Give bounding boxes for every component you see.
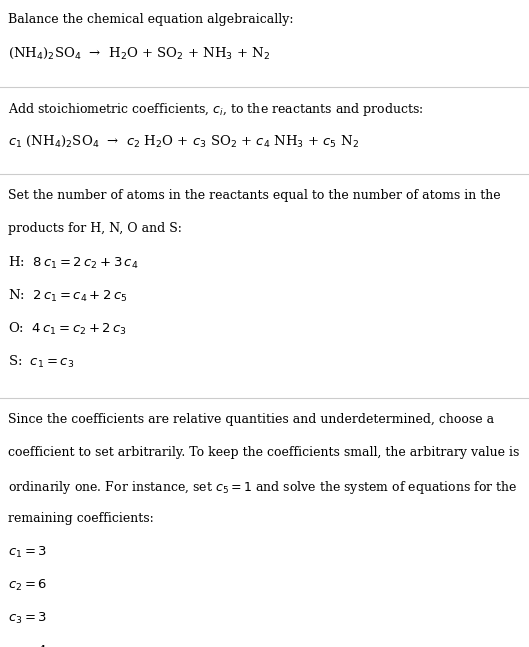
Text: products for H, N, O and S:: products for H, N, O and S:: [8, 222, 182, 235]
Text: Balance the chemical equation algebraically:: Balance the chemical equation algebraica…: [8, 13, 294, 26]
Text: $c_4 = 4$: $c_4 = 4$: [8, 644, 48, 647]
Text: O:  $4\,c_1 = c_2 + 2\,c_3$: O: $4\,c_1 = c_2 + 2\,c_3$: [8, 321, 127, 336]
Text: $c_2 = 6$: $c_2 = 6$: [8, 578, 47, 593]
Text: S:  $c_1 = c_3$: S: $c_1 = c_3$: [8, 354, 74, 369]
Text: Set the number of atoms in the reactants equal to the number of atoms in the: Set the number of atoms in the reactants…: [8, 189, 500, 202]
Text: $c_3 = 3$: $c_3 = 3$: [8, 611, 47, 626]
Text: coefficient to set arbitrarily. To keep the coefficients small, the arbitrary va: coefficient to set arbitrarily. To keep …: [8, 446, 519, 459]
Text: (NH$_4$)$_2$SO$_4$  →  H$_2$O + SO$_2$ + NH$_3$ + N$_2$: (NH$_4$)$_2$SO$_4$ → H$_2$O + SO$_2$ + N…: [8, 46, 270, 61]
Text: $c_1 = 3$: $c_1 = 3$: [8, 545, 47, 560]
Text: N:  $2\,c_1 = c_4 + 2\,c_5$: N: $2\,c_1 = c_4 + 2\,c_5$: [8, 288, 127, 303]
Text: $c_1$ (NH$_4$)$_2$SO$_4$  →  $c_2$ H$_2$O + $c_3$ SO$_2$ + $c_4$ NH$_3$ + $c_5$ : $c_1$ (NH$_4$)$_2$SO$_4$ → $c_2$ H$_2$O …: [8, 134, 359, 149]
Text: ordinarily one. For instance, set $c_5 = 1$ and solve the system of equations fo: ordinarily one. For instance, set $c_5 =…: [8, 479, 517, 496]
Text: Add stoichiometric coefficients, $c_i$, to the reactants and products:: Add stoichiometric coefficients, $c_i$, …: [8, 101, 423, 118]
Text: H:  $8\,c_1 = 2\,c_2 + 3\,c_4$: H: $8\,c_1 = 2\,c_2 + 3\,c_4$: [8, 255, 139, 270]
Text: remaining coefficients:: remaining coefficients:: [8, 512, 154, 525]
Text: Since the coefficients are relative quantities and underdetermined, choose a: Since the coefficients are relative quan…: [8, 413, 494, 426]
